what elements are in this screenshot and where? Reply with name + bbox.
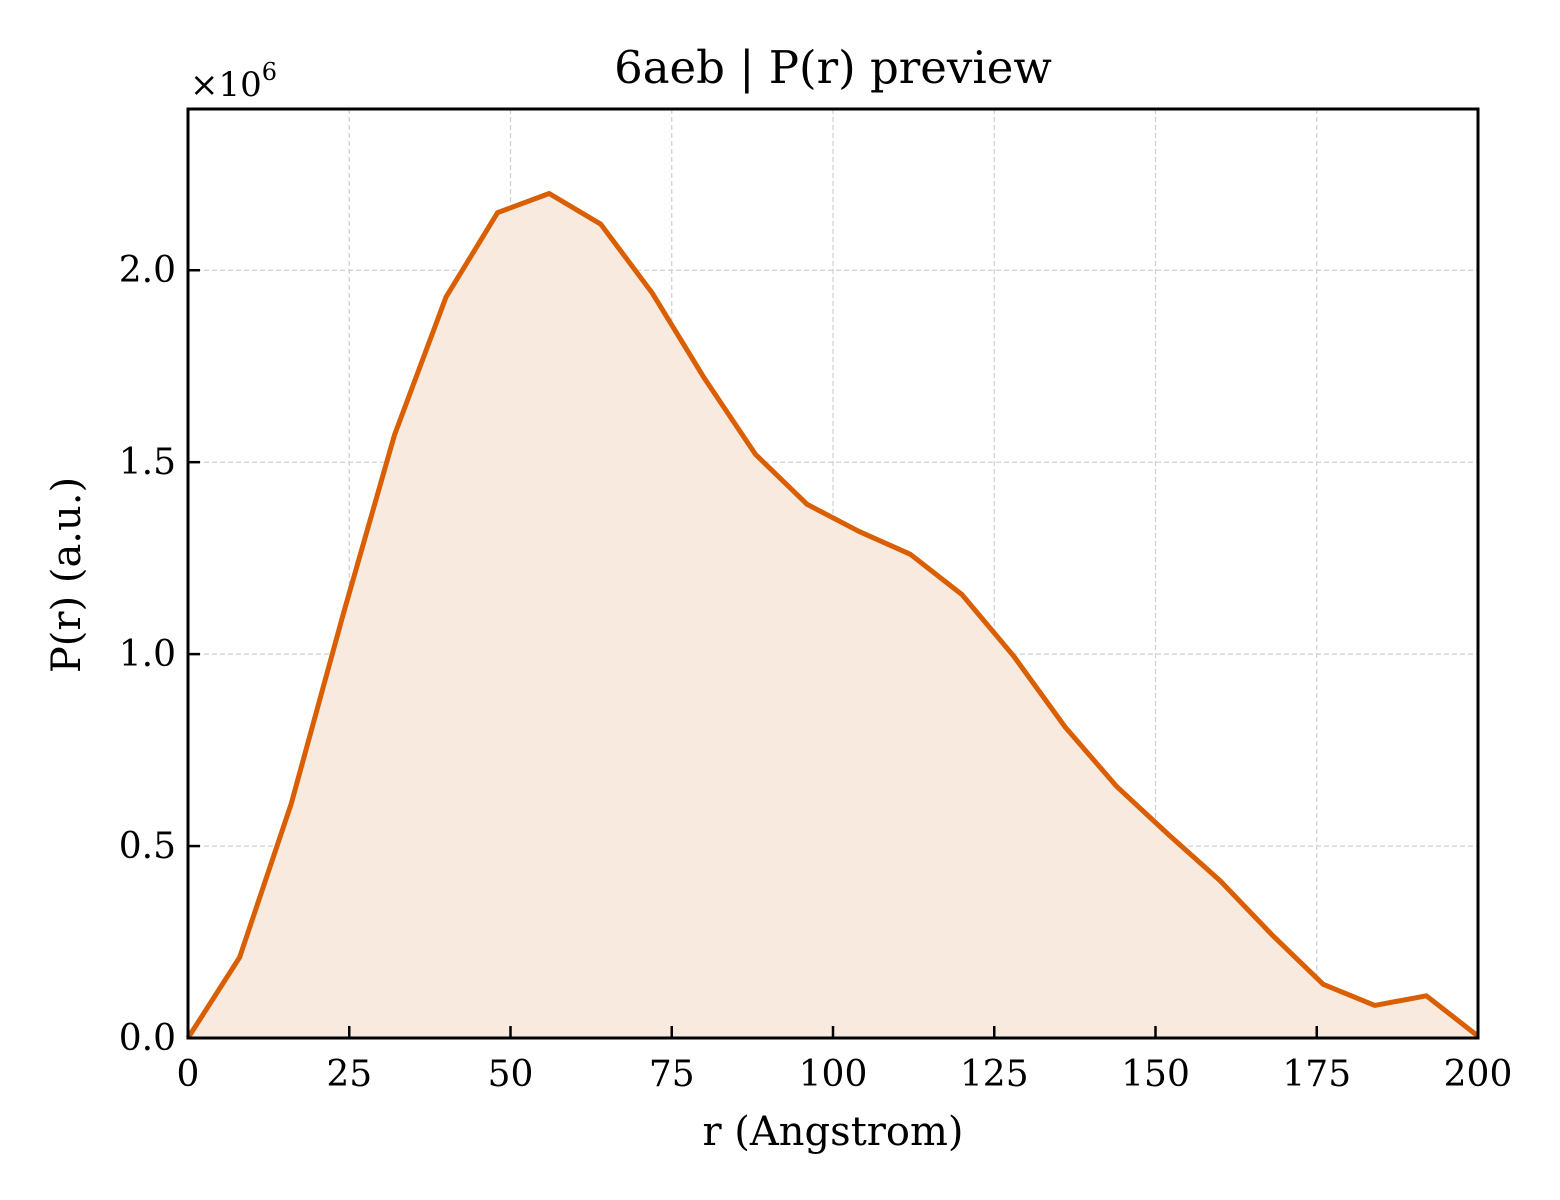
y-tick-label: 1.5: [119, 442, 176, 483]
y-tick-label: 0.0: [119, 1018, 176, 1059]
series-area-fill: [188, 193, 1478, 1038]
y-offset-label: ×106: [190, 58, 277, 105]
y-offset-exponent: 6: [262, 58, 277, 86]
x-tick-label: 175: [1282, 1054, 1351, 1095]
y-tick-label: 2.0: [119, 250, 176, 291]
chart-title: 6aeb | P(r) preview: [614, 41, 1052, 94]
x-tick-label: 75: [649, 1054, 695, 1095]
x-tick-label: 25: [326, 1054, 372, 1095]
x-tick-label: 0: [177, 1054, 200, 1095]
y-tick-label: 0.5: [119, 826, 176, 867]
x-tick-label: 150: [1121, 1054, 1190, 1095]
x-tick-label: 200: [1444, 1054, 1513, 1095]
data-layer: [185, 191, 1480, 1040]
x-tick-label: 50: [488, 1054, 534, 1095]
y-axis-label: P(r) (a.u.): [44, 477, 90, 673]
ticks: 0 25 50 75 100 125 150 175 200 0.0 0.5 1.0 1.5 2.0: [119, 250, 1513, 1095]
x-tick-label: 125: [960, 1054, 1029, 1095]
x-tick-label: 100: [799, 1054, 868, 1095]
y-tick-label: 1.0: [119, 634, 176, 675]
y-offset-base: ×10: [190, 65, 262, 105]
series-line: [185, 191, 1480, 1040]
plot-frame: [186, 107, 1480, 1040]
x-axis-label: r (Angstrom): [702, 1109, 963, 1155]
